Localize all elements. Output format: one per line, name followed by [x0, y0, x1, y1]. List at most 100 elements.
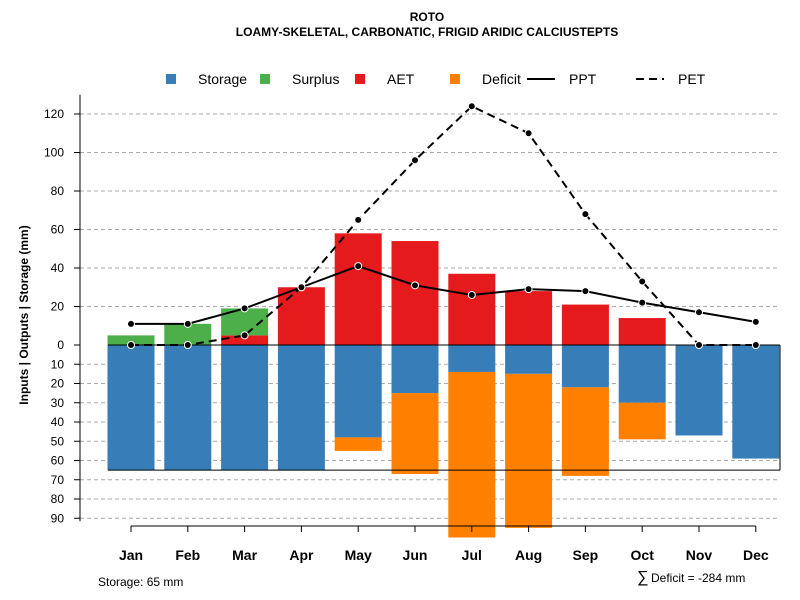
month-label-jun: Jun: [403, 547, 428, 563]
aet-bar: [448, 273, 496, 345]
deficit-bar: [618, 402, 666, 440]
y-tick-label: 60: [51, 454, 65, 468]
storage-bar: [334, 345, 382, 438]
month-label-dec: Dec: [743, 547, 769, 563]
storage-bar: [732, 345, 780, 459]
storage-frame: [108, 344, 781, 471]
storage-bar: [618, 345, 666, 403]
y-tick-label: 30: [51, 396, 65, 410]
aet-bar: [618, 318, 666, 345]
x-axis: Jan Feb Mar Apr May Jun Jul Aug Sep Oct Nov Dec: [119, 525, 769, 563]
storage-legend-label: Storage: [198, 71, 247, 87]
storage-legend-swatch: [166, 74, 176, 84]
y-tick-label: 40: [51, 261, 65, 275]
y-axis-title: Inputs | Outputs | Storage (mm): [17, 225, 31, 404]
y-tick-label: 120: [44, 107, 64, 121]
y-tick-label: 80: [51, 492, 65, 506]
ppt-line: [131, 265, 756, 325]
month-label-sep: Sep: [573, 547, 599, 563]
bars: [107, 233, 780, 538]
pet-point: [695, 341, 703, 349]
ppt-point: [127, 319, 135, 328]
storage-note: Storage: 65 mm: [98, 575, 183, 589]
deficit-bar: [334, 437, 382, 451]
pet-point: [581, 210, 590, 219]
deficit-bar: [391, 393, 439, 474]
pet-point: [411, 156, 419, 165]
deficit-note: Deficit = -284 mm: [651, 571, 745, 585]
aet-bar: [391, 241, 439, 345]
ppt-legend-label: PPT: [569, 71, 597, 87]
y-tick-label: 70: [51, 473, 65, 487]
month-label-apr: Apr: [289, 547, 314, 563]
lines: [127, 102, 760, 349]
ppt-point: [240, 304, 249, 313]
storage-bar: [391, 345, 439, 394]
ppt-point: [695, 308, 703, 317]
month-label-jul: Jul: [462, 547, 482, 563]
ppt-point: [467, 290, 476, 299]
pet-point: [240, 331, 249, 340]
storage-bar: [277, 345, 325, 471]
aet-legend-label: AET: [387, 71, 415, 87]
deficit-bar: [448, 371, 496, 538]
y-axis: 0 20 40 60 80 100 120 10 20 30 40 50 60 70 80 90: [44, 94, 81, 525]
chart-title: ROTO: [410, 10, 444, 24]
aet-legend-swatch: [355, 74, 365, 84]
surplus-bar: [107, 335, 155, 345]
pet-point: [127, 341, 135, 349]
pet-point: [751, 341, 760, 349]
storage-bar: [561, 345, 609, 388]
month-label-jan: Jan: [119, 547, 143, 563]
deficit-legend-label: Deficit: [482, 71, 521, 87]
storage-bar: [107, 345, 155, 471]
y-tick-label: 10: [51, 357, 65, 371]
y-tick-label: 60: [51, 223, 65, 237]
y-tick-label: 80: [51, 184, 65, 198]
pet-legend-label: PET: [678, 71, 706, 87]
deficit-bar: [561, 387, 609, 476]
ppt-point: [638, 298, 647, 307]
y-tick-label: 40: [51, 415, 65, 429]
month-label-nov: Nov: [686, 547, 713, 563]
surplus-legend-swatch: [260, 74, 270, 84]
y-tick-label: 50: [51, 434, 65, 448]
ppt-point: [524, 285, 533, 294]
deficit-legend-swatch: [450, 74, 460, 84]
pet-point: [297, 283, 306, 292]
ppt-point: [751, 317, 760, 326]
ppt-point: [581, 287, 590, 296]
aet-bar: [277, 287, 325, 345]
month-label-may: May: [345, 547, 372, 563]
ppt-point: [354, 262, 363, 271]
storage-bar: [505, 345, 553, 374]
storage-bar: [448, 345, 496, 372]
aet-bar: [334, 233, 382, 345]
aet-bar: [505, 291, 553, 345]
sum-symbol: ∑: [637, 569, 648, 586]
surplus-legend-label: Surplus: [292, 71, 339, 87]
y-tick-label: 0: [57, 338, 64, 352]
ppt-point: [183, 319, 192, 328]
pet-point: [354, 215, 363, 224]
chart-subtitle: LOAMY-SKELETAL, CARBONATIC, FRIGID ARIDI…: [236, 25, 618, 39]
legend: Storage Surplus AET Deficit PPT PET: [166, 71, 706, 87]
month-label-mar: Mar: [232, 547, 257, 563]
pet-point: [183, 341, 192, 349]
ppt-point: [411, 281, 419, 290]
month-label-oct: Oct: [631, 547, 655, 563]
storage-bar: [221, 345, 269, 471]
y-tick-label: 20: [51, 300, 65, 314]
aet-bar: [221, 335, 269, 345]
y-tick-label: 100: [44, 146, 64, 160]
pet-line: [131, 105, 756, 346]
storage-bar: [675, 345, 723, 436]
month-label-feb: Feb: [175, 547, 200, 563]
aet-bar: [561, 304, 609, 345]
storage-bar: [164, 345, 212, 471]
month-label-aug: Aug: [515, 547, 542, 563]
deficit-bar: [505, 373, 553, 528]
y-tick-label: 20: [51, 377, 65, 391]
pet-point: [638, 277, 647, 286]
